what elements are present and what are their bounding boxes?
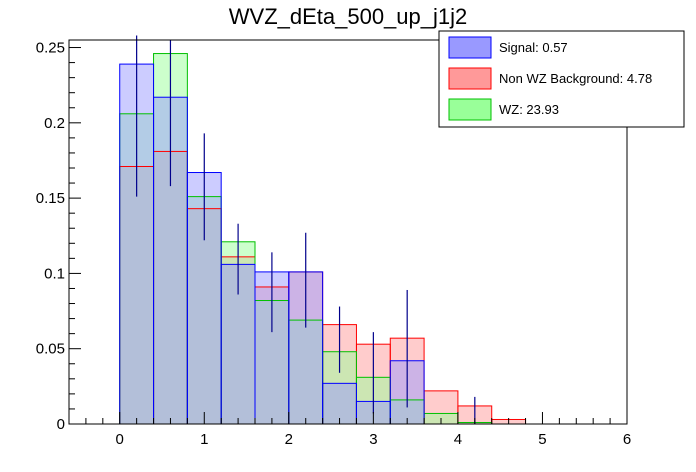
legend-label-signal: Signal: 0.57 — [499, 40, 568, 55]
legend-swatch-non-wz-background — [448, 67, 492, 90]
bar-band — [119, 166, 154, 424]
x-tick-label: 2 — [285, 431, 293, 448]
axes — [68, 39, 628, 425]
plot-frame — [68, 39, 628, 425]
x-tick-label: 5 — [538, 431, 546, 448]
bar-band — [424, 390, 458, 414]
y-tick-label: 0.15 — [36, 190, 65, 207]
y-tick-label: 0.1 — [44, 265, 65, 282]
bar-band — [288, 320, 323, 424]
y-tick-label: 0.05 — [36, 341, 65, 358]
chart-title: WVZ_dEta_500_up_j1j2 — [229, 4, 468, 29]
bar-band — [153, 151, 188, 424]
x-tick-label: 6 — [623, 431, 631, 448]
legend-swatch-wz — [448, 98, 492, 121]
x-tick-label: 1 — [200, 431, 208, 448]
legend-label-non-wz-background: Non WZ Background: 4.78 — [499, 71, 652, 86]
legend-label-wz: WZ: 23.93 — [499, 102, 559, 117]
y-tick-label: 0.2 — [44, 115, 65, 132]
bar-band — [187, 208, 222, 424]
y-tick-label: 0.25 — [36, 40, 65, 57]
x-tick-label: 3 — [369, 431, 377, 448]
bar-band — [322, 383, 357, 424]
legend-swatch-signal — [448, 36, 492, 59]
x-tick-label: 4 — [454, 431, 462, 448]
x-tick-label: 0 — [116, 431, 124, 448]
legend: Signal: 0.57 Non WZ Background: 4.78 WZ:… — [438, 30, 685, 128]
tick-labels: 0 1 2 3 4 5 6 0 0.05 0.1 0.15 0.2 0.25 — [36, 40, 631, 448]
y-tick-label: 0 — [57, 416, 65, 433]
